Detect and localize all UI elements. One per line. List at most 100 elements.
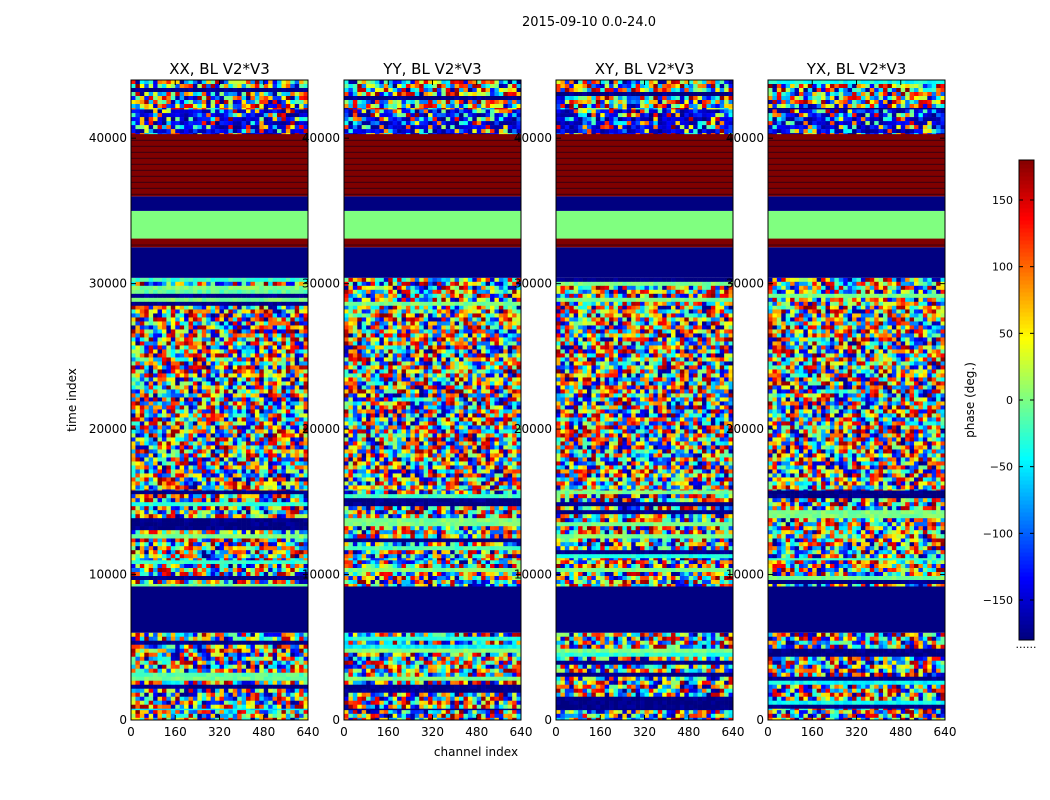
heatmap-cell [294, 365, 300, 370]
heatmap-cell [459, 713, 464, 719]
heatmap-cell [197, 518, 203, 523]
heatmap-cell [223, 349, 229, 354]
heatmap-cell [201, 465, 207, 470]
heatmap-cell [197, 397, 203, 402]
heatmap-cell [184, 704, 189, 710]
heatmap-cell [237, 453, 242, 458]
heatmap-cell [277, 289, 282, 295]
heatmap-cell [153, 704, 158, 710]
heatmap-cell [215, 676, 220, 682]
heatmap-cell [254, 526, 260, 531]
heatmap-cell [161, 108, 167, 110]
heatmap-cell [153, 713, 158, 719]
heatmap-cell [188, 297, 194, 303]
heatmap-cell [161, 514, 167, 519]
heatmap-cell [232, 88, 238, 93]
heatmap-cell [423, 717, 429, 721]
heatmap-cell [139, 584, 145, 587]
heatmap-cell [148, 713, 154, 719]
heatmap-cell [192, 554, 198, 559]
heatmap-cell [157, 293, 163, 299]
heatmap-cell [237, 477, 242, 482]
heatmap-cell [294, 333, 300, 338]
heatmap-cell [263, 117, 269, 122]
heatmap-cell [197, 510, 203, 515]
band-cell [131, 586, 308, 633]
heatmap-cell [246, 313, 251, 318]
heatmap-cell [144, 329, 149, 334]
heatmap-cell [175, 100, 180, 105]
heatmap-cell [512, 640, 517, 646]
heatmap-cell [303, 309, 309, 314]
heatmap-cell [139, 409, 145, 414]
heatmap-cell [290, 453, 296, 458]
heatmap-cell [215, 321, 220, 326]
heatmap-cell [494, 713, 500, 719]
heatmap-cell [228, 84, 234, 89]
heatmap-cell [507, 717, 513, 721]
heatmap-cell [228, 490, 234, 495]
heatmap-cell [184, 680, 189, 686]
heatmap-cell [237, 365, 242, 370]
heatmap-cell [166, 538, 172, 543]
heatmap-cell [228, 632, 234, 638]
heatmap-cell [299, 313, 304, 318]
heatmap-cell [374, 636, 380, 642]
heatmap-cell [157, 530, 163, 535]
heatmap-cell [254, 522, 260, 527]
heatmap-cell [254, 688, 260, 694]
heatmap-cell [228, 502, 234, 507]
heatmap-cell [144, 84, 149, 89]
heatmap-cell [294, 108, 300, 110]
heatmap-cell [419, 713, 424, 719]
heatmap-cell [166, 281, 172, 287]
heatmap-cell [197, 538, 203, 543]
heatmap-cell [237, 421, 242, 426]
heatmap-cell [294, 709, 300, 715]
heatmap-cell [166, 293, 172, 299]
heatmap-cell [210, 708, 216, 711]
heatmap-cell [303, 100, 309, 105]
heatmap-cell [246, 88, 251, 93]
heatmap-cell [237, 498, 242, 503]
heatmap-cell [237, 92, 242, 97]
heatmap-cell [161, 365, 167, 370]
heatmap-cell [254, 437, 260, 442]
heatmap-cell [232, 688, 238, 694]
heatmap-cell [237, 490, 242, 495]
heatmap-cell [184, 453, 189, 458]
heatmap-cell [228, 560, 234, 565]
heatmap-cell [223, 672, 229, 678]
heatmap-cell [228, 377, 234, 382]
heatmap-cell [516, 709, 522, 715]
heatmap-cell [285, 518, 291, 523]
heatmap-cell [144, 88, 149, 93]
heatmap-cell [192, 572, 198, 577]
heatmap-cell [197, 84, 203, 89]
heatmap-cell [188, 477, 194, 482]
heatmap-cell [401, 640, 407, 646]
heatmap-cell [237, 652, 242, 658]
heatmap-cell [294, 550, 300, 555]
heatmap-cell [153, 441, 158, 446]
heatmap-cell [476, 636, 482, 642]
heatmap-cell [153, 700, 158, 706]
heatmap-cell [250, 473, 256, 478]
heatmap-cell [206, 672, 211, 678]
heatmap-cell [215, 365, 220, 370]
heatmap-cell [197, 584, 203, 587]
heatmap-cell [197, 449, 203, 454]
heatmap-cell [201, 393, 207, 398]
heatmap-cell [268, 560, 273, 565]
heatmap-cell [139, 489, 145, 491]
heatmap-cell [272, 301, 278, 306]
heatmap-cell [175, 369, 180, 374]
heatmap-cell [161, 652, 167, 658]
heatmap-cell [241, 337, 247, 342]
heatmap-cell [215, 668, 220, 674]
y-tick-label: 20000 [89, 422, 127, 436]
heatmap-cell [219, 357, 225, 362]
heatmap-cell [281, 640, 287, 646]
heatmap-cell [232, 373, 238, 378]
heatmap-cell [179, 129, 185, 134]
